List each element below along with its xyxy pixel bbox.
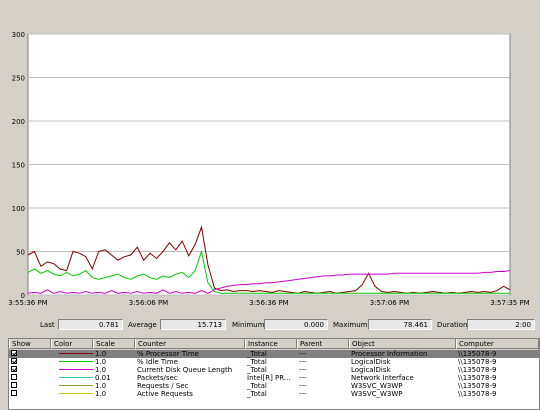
performance-graph[interactable]: 300 250 200 150 100 50 0 3:55:36 PM 3:56:06 PM 3:… [0,28,540,316]
cell-object: W3SVC_W3WP [351,390,403,398]
cell-instance: _Total [247,358,267,366]
cell-object: Network Interface [351,374,414,382]
cell-object: W3SVC_W3WP [351,382,403,390]
legend-row[interactable]: 0.01 Packets/sec Intel[R] PR... --- Network … [9,374,539,382]
cell-counter: Requests / Sec [137,382,189,390]
x-tick-label: 3:56:06 PM [129,299,168,307]
header-parent[interactable]: Parent [297,339,349,349]
y-tick-label: 150 [12,162,25,170]
color-swatch [59,385,93,386]
legend-row[interactable]: 1.0 Active Requests _Total --- W3SVC_W3WP \\1… [9,390,539,398]
header-object[interactable]: Object [349,339,456,349]
cell-computer: \\135078-9 [458,358,497,366]
maximum-value: 78.461 [368,319,432,330]
header-scale[interactable]: Scale [93,339,135,349]
y-tick-label: 200 [12,118,25,126]
average-value: 15.713 [160,319,226,330]
color-swatch [59,353,93,354]
y-tick-label: 50 [16,249,25,257]
duration-label: Duration [437,321,468,329]
legend-row[interactable]: 1.0 Current Disk Queue Length _Total --- Log… [9,366,539,374]
x-tick-label: 3:57:35 PM [490,299,529,307]
cell-parent: --- [299,366,307,374]
series-line-3 [27,270,511,294]
cell-scale: 1.0 [95,350,107,358]
x-tick-label: 3:56:36 PM [249,299,288,307]
chart-svg[interactable]: 300 250 200 150 100 50 03:55:36 PM 3:56:06 PM 3:… [0,28,540,316]
cell-counter: % Processor Time [137,350,199,358]
legend-header: Show Color Scale Counter Instance Parent… [9,339,539,350]
cell-computer: \\135078-9 [458,382,497,390]
cell-parent: --- [299,390,307,398]
maximum-label: Maximum [333,321,368,329]
color-swatch [59,393,93,394]
legend-row[interactable]: 1.0 % Processor Time _Total --- Processor In… [9,350,539,358]
show-checkbox[interactable] [11,358,17,364]
color-swatch [59,369,93,370]
cell-parent: --- [299,382,307,390]
cell-counter: Packets/sec [137,374,178,382]
legend-row[interactable]: 1.0 % Idle Time _Total --- LogicalDisk \\1350… [9,358,539,366]
cell-object: LogicalDisk [351,358,391,366]
y-tick-label: 0 [21,292,25,300]
cell-scale: 1.0 [95,366,107,374]
header-computer[interactable]: Computer [456,339,539,349]
last-value: 0.781 [58,319,123,330]
last-label: Last [40,321,55,329]
average-label: Average [128,321,157,329]
y-tick-label: 250 [12,75,25,83]
y-tick-label: 300 [12,31,25,39]
duration-value: 2:00 [467,319,535,330]
cell-counter: Current Disk Queue Length [137,366,233,374]
show-checkbox[interactable] [11,382,17,388]
show-checkbox[interactable] [11,366,17,372]
cell-scale: 1.0 [95,390,107,398]
legend-row[interactable]: 1.0 Requests / Sec _Total --- W3SVC_W3WP \\13… [9,382,539,390]
stats-bar: Last 0.781 Average 15.713 Minimum 0.000 … [0,318,540,334]
x-tick-label: 3:55:36 PM [8,299,47,307]
cell-computer: \\135078-9 [458,374,497,382]
x-tick-label: 3:57:06 PM [370,299,409,307]
cell-scale: 1.0 [95,382,107,390]
header-show[interactable]: Show [9,339,51,349]
header-instance[interactable]: Instance [245,339,297,349]
header-counter[interactable]: Counter [135,339,245,349]
cell-instance: _Total [247,382,267,390]
y-tick-label: 100 [12,205,25,213]
cell-instance: Intel[R] PR... [247,374,291,382]
cell-parent: --- [299,358,307,366]
minimum-value: 0.000 [264,319,328,330]
cell-computer: \\135078-9 [458,350,497,358]
cell-computer: \\135078-9 [458,366,497,374]
cell-parent: --- [299,350,307,358]
cell-object: LogicalDisk [351,366,391,374]
minimum-label: Minimum [232,321,265,329]
show-checkbox[interactable] [11,374,17,380]
counter-legend-table[interactable]: Show Color Scale Counter Instance Parent… [8,338,540,410]
show-checkbox[interactable] [11,350,17,356]
cell-instance: _Total [247,390,267,398]
color-swatch [59,361,93,362]
color-swatch [59,377,93,378]
series-line-2 [27,249,510,294]
cell-counter: Active Requests [137,390,193,398]
cell-object: Processor Information [351,350,428,358]
cell-instance: _Total [247,350,267,358]
cell-scale: 0.01 [95,374,111,382]
cell-parent: --- [299,374,307,382]
cell-counter: % Idle Time [137,358,178,366]
series-line-1 [27,225,511,294]
cell-computer: \\135078-9 [458,390,497,398]
header-color[interactable]: Color [51,339,93,349]
show-checkbox[interactable] [11,390,17,396]
cell-scale: 1.0 [95,358,107,366]
cell-instance: _Total [247,366,267,374]
